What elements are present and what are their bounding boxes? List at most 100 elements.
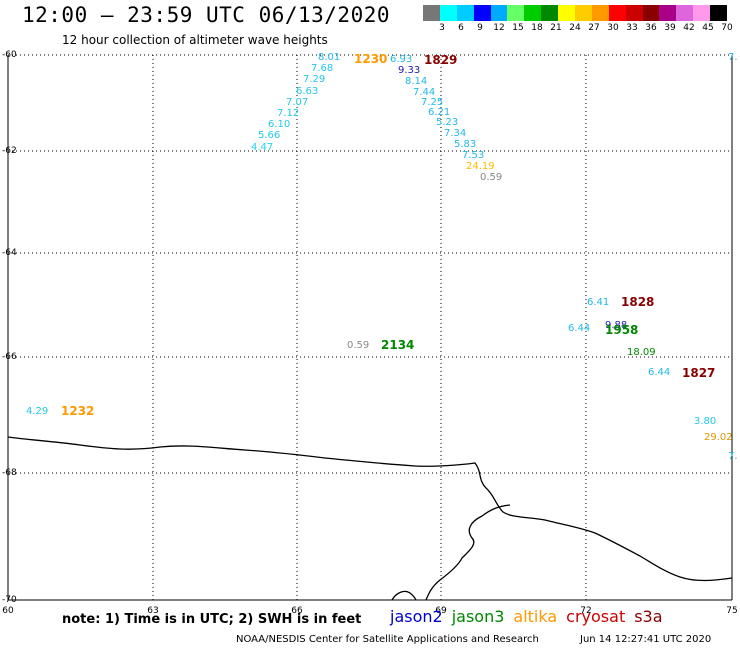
legend-label: 27: [588, 23, 600, 33]
latitude-label: -66: [2, 352, 17, 362]
wave-height-label: 5.23: [436, 117, 459, 128]
legend-swatch: [490, 5, 508, 21]
legend-label: 39: [664, 23, 676, 33]
legend-label: 9: [477, 23, 483, 33]
legend-swatch: [591, 5, 609, 21]
legend-swatch: [473, 5, 491, 21]
legend-label: 42: [683, 23, 695, 33]
satellite-key: jason2 jason3 altika cryosat s3a: [390, 607, 672, 626]
plot-frame: [7, 54, 733, 601]
latitude-label: -60: [2, 50, 17, 60]
wave-height-label: 6.44: [648, 367, 671, 378]
footer-note: note: 1) Time is in UTC; 2) SWH is in fe…: [62, 612, 362, 627]
wave-height-label: 0.59: [480, 172, 503, 183]
legend-label: 45: [702, 23, 714, 33]
legend-swatch: [676, 5, 694, 21]
satellite-name-cryosat: cryosat: [566, 607, 626, 626]
credit-line: NOAA/NESDIS Center for Satellite Applica…: [236, 634, 539, 645]
generated-timestamp: Jun 14 12:27:41 UTC 2020: [580, 634, 712, 645]
wave-height-label: 6.41: [587, 297, 610, 308]
legend-swatch: [507, 5, 525, 21]
satellite-name-jason2: jason2: [390, 607, 443, 626]
legend-label: 15: [512, 23, 524, 33]
wave-height-label: 7.: [728, 52, 738, 63]
legend-swatch: [608, 5, 626, 21]
wave-height-label: 6.21: [428, 107, 451, 118]
wave-height-label: 0.59: [347, 340, 370, 351]
wave-height-label: 7.29: [303, 74, 326, 85]
legend-swatch: [541, 5, 559, 21]
legend-swatch: [558, 5, 576, 21]
longitude-label: 72: [580, 606, 592, 616]
wave-height-label: 9.88: [605, 320, 628, 331]
legend-label: 12: [493, 23, 505, 33]
satellite-name-jason3: jason3: [451, 607, 505, 626]
graticule: [8, 55, 732, 600]
legend-swatch: [642, 5, 660, 21]
legend-label: 3: [439, 23, 445, 33]
wave-height-label: 6.93: [390, 54, 413, 65]
altimeter-map: [7, 54, 733, 601]
wave-height-label: 29.02: [704, 432, 733, 443]
longitude-label: 66: [291, 606, 303, 616]
wave-height-label: 8.01: [318, 52, 341, 63]
pass-time-label: 1827: [682, 366, 716, 380]
wave-height-label: 5.83: [454, 139, 477, 150]
longitude-label: 75: [726, 606, 738, 616]
legend-label: 6: [458, 23, 464, 33]
wave-height-label: 4.47: [251, 142, 274, 153]
legend-swatch: [625, 5, 643, 21]
wave-height-label: 7.: [728, 451, 738, 462]
legend-label: 33: [626, 23, 638, 33]
legend-swatch: [423, 5, 440, 21]
pass-time-label: 1829: [424, 53, 458, 67]
wave-height-label: 7.53: [462, 150, 485, 161]
legend-swatch: [456, 5, 474, 21]
legend-label: 24: [569, 23, 581, 33]
map-subtitle: 12 hour collection of altimeter wave hei…: [62, 33, 328, 47]
wave-height-label: 24.19: [466, 161, 495, 172]
satellite-name-s3a: s3a: [634, 607, 663, 626]
longitude-label: 60: [2, 606, 14, 616]
wave-height-label: 6.44: [568, 323, 591, 334]
legend-swatch: [710, 5, 728, 21]
latitude-label: -68: [2, 468, 17, 478]
pass-time-label: 1958: [605, 323, 639, 337]
latitude-label: -62: [2, 146, 17, 156]
legend-swatch: [659, 5, 677, 21]
wave-height-label: 7.12: [277, 108, 300, 119]
wave-height-label: 4.29: [26, 406, 49, 417]
legend-label: 30: [607, 23, 619, 33]
pass-time-label: 2134: [381, 338, 415, 352]
wave-height-label: 7.68: [311, 63, 334, 74]
wave-height-label: 6.10: [268, 119, 291, 130]
wave-height-label: 8.14: [405, 76, 428, 87]
latitude-label: -70: [2, 595, 17, 605]
wave-height-label: 18.09: [627, 347, 656, 358]
legend-label: 18: [531, 23, 543, 33]
longitude-label: 69: [435, 606, 447, 616]
wave-height-label: 5.66: [258, 130, 281, 141]
coastline: [7, 436, 733, 601]
wave-height-label: 6.63: [296, 86, 319, 97]
wave-height-label: 3.80: [694, 416, 717, 427]
legend-swatch: [575, 5, 592, 21]
legend-label: 70: [721, 23, 733, 33]
latitude-label: -64: [2, 248, 17, 258]
wave-height-label: 7.25: [421, 97, 444, 108]
pass-time-label: 1230: [354, 52, 388, 66]
wave-height-label: 7.34: [444, 128, 467, 139]
pass-time-label: 1828: [621, 295, 655, 309]
legend-label: 36: [645, 23, 657, 33]
wave-height-label: 9.33: [398, 65, 421, 76]
map-title: 12:00 – 23:59 UTC 06/13/2020: [22, 3, 391, 27]
wave-height-label: 7.07: [286, 97, 309, 108]
legend-swatch: [693, 5, 711, 21]
legend-swatch: [524, 5, 542, 21]
longitude-label: 63: [147, 606, 159, 616]
wave-height-label: 7.44: [413, 87, 436, 98]
legend-swatch: [439, 5, 457, 21]
satellite-name-altika: altika: [513, 607, 558, 626]
wave-height-color-legend: [423, 5, 728, 21]
